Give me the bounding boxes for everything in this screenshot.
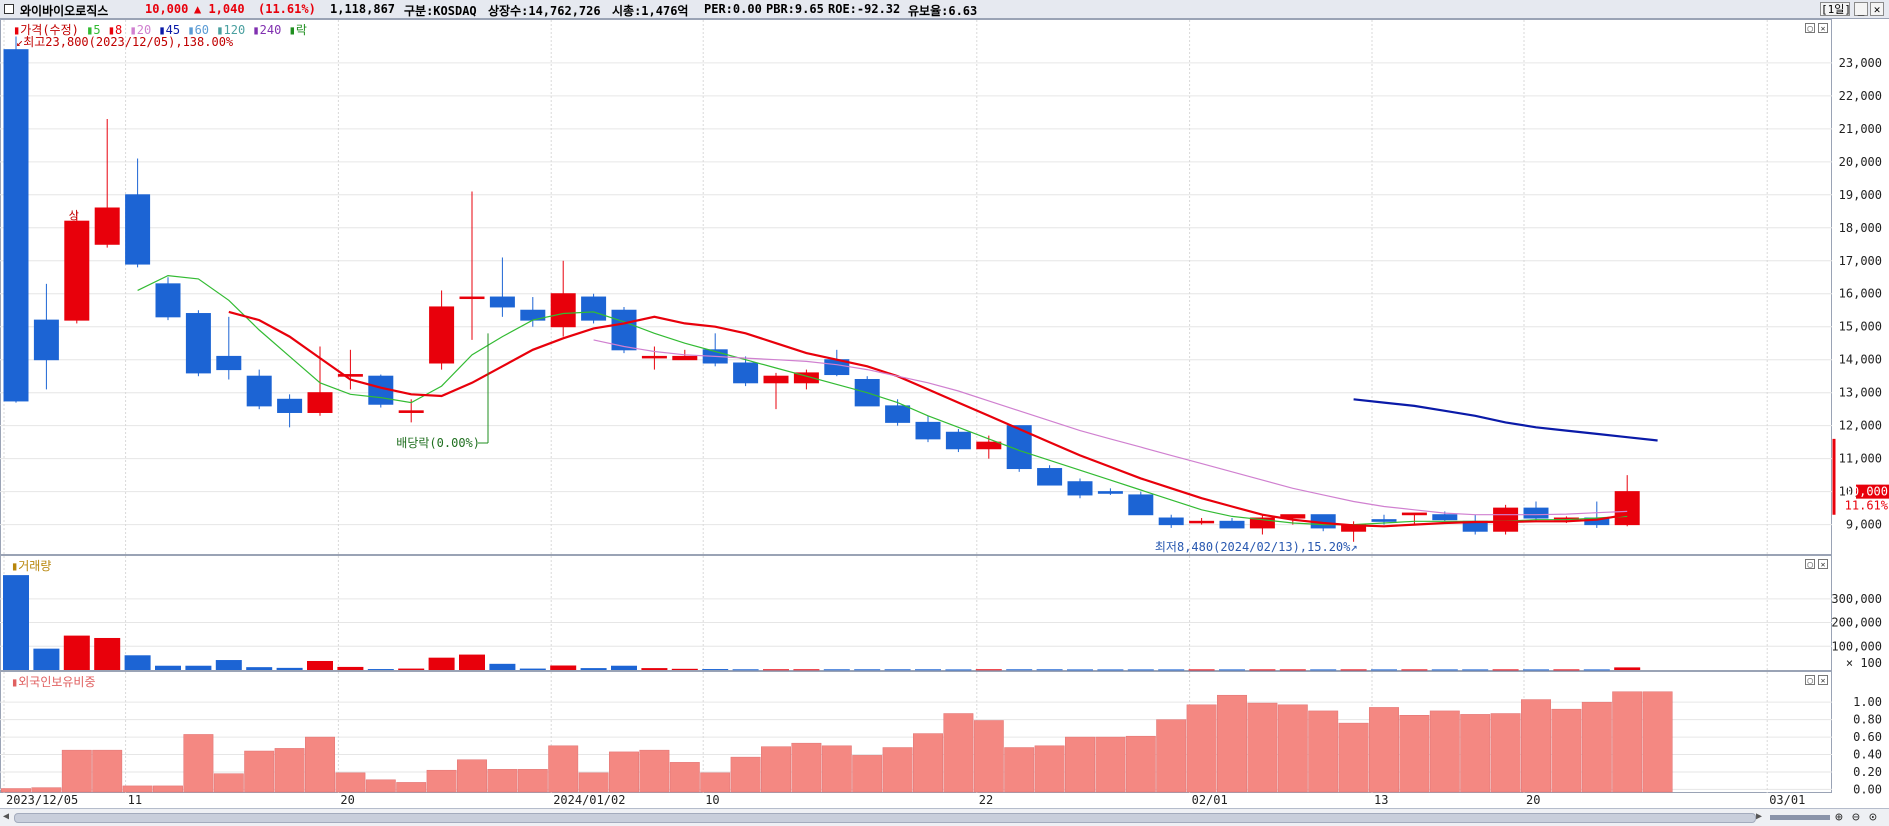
zoom-reset-icon[interactable]: ⊙ xyxy=(1869,810,1877,825)
price-y-tick-label: 14,000 xyxy=(1839,353,1882,367)
price-y-tick-label: 21,000 xyxy=(1839,122,1882,136)
x-tick-label: 20 xyxy=(340,793,354,807)
ma240-legend: ▮240 xyxy=(252,23,282,37)
x-tick-label: 11 xyxy=(128,793,142,807)
price-y-tick-label: 23,000 xyxy=(1839,56,1882,70)
price-legend: ▮가격(수정) ▮5 ▮8 ▮20 ▮45 ▮60 ▮120 ▮240 ▮락 xyxy=(13,21,307,38)
ma45-legend: ▮45 xyxy=(158,23,181,37)
volume-y-tick-label: 100,000 xyxy=(1831,639,1882,653)
x-tick-label: 20 xyxy=(1526,793,1540,807)
ex-date-legend: ▮락 xyxy=(288,23,307,37)
zoom-out-icon[interactable]: ⊖ xyxy=(1852,810,1860,825)
price-change-pct: (11.61%) xyxy=(258,2,316,16)
scroll-left-arrow[interactable]: ◀ xyxy=(3,811,10,822)
stock-name[interactable]: 와이바이오로직스 xyxy=(20,4,109,18)
ma5-legend: ▮5 xyxy=(86,23,101,37)
volume-legend-marker: ▮ xyxy=(11,559,19,573)
price-y-tick-label: 11,000 xyxy=(1839,452,1882,466)
volume-pane-close-button[interactable]: ✕ xyxy=(1818,559,1828,569)
foreign-pane-close-button[interactable]: ✕ xyxy=(1818,675,1828,685)
current-pct-tag: 11.61% xyxy=(1845,499,1889,513)
volume-y-tick-label: 200,000 xyxy=(1831,616,1882,630)
foreign-legend-label: 외국인보유비중 xyxy=(18,675,96,689)
volume-unit-label: × 100 xyxy=(1846,656,1882,670)
ma60-legend: ▮60 xyxy=(187,23,210,37)
current-price-tag: 10,000 xyxy=(1845,485,1888,499)
volume-legend: ▮거래량 xyxy=(11,557,51,574)
market-cap: 시총:1,476억 xyxy=(612,4,689,18)
x-tick-label: 22 xyxy=(979,793,993,807)
period-button[interactable]: [1일] xyxy=(1820,2,1851,16)
price-change: ▲ 1,040 xyxy=(194,2,245,16)
price-pane-restore-button[interactable]: ▢ xyxy=(1805,23,1815,33)
price-y-tick-label: 15,000 xyxy=(1839,320,1882,334)
price-y-tick-label: 17,000 xyxy=(1839,254,1882,268)
scroll-thumb[interactable] xyxy=(14,813,1756,823)
volume-pane[interactable]: ▮거래량 ▢ ✕ xyxy=(0,555,1832,671)
volume-pane-restore-button[interactable]: ▢ xyxy=(1805,559,1815,569)
minimize-button[interactable]: _ xyxy=(1854,2,1868,16)
foreign-y-tick-label: 0.80 xyxy=(1853,713,1882,727)
zoom-in-icon[interactable]: ⊕ xyxy=(1835,810,1843,825)
per-value: PER:0.00 xyxy=(704,2,762,16)
price-legend-label: 가격(수정) xyxy=(20,23,79,37)
listed-shares: 상장수:14,762,726 xyxy=(488,4,601,18)
foreign-legend: ▮외국인보유비중 xyxy=(11,673,96,690)
stock-info-bar: 와이바이오로직스 10,000 ▲ 1,040 (11.61%) 1,118,8… xyxy=(0,0,1889,19)
price-y-tick-label: 9,000 xyxy=(1846,518,1882,532)
price-y-tick-label: 22,000 xyxy=(1839,89,1882,103)
x-tick-label: 13 xyxy=(1374,793,1388,807)
price-y-tick-label: 12,000 xyxy=(1839,419,1882,433)
roe-value: ROE:-92.32 xyxy=(828,2,901,16)
price-pane-close-button[interactable]: ✕ xyxy=(1818,23,1828,33)
time-scrollbar[interactable]: ◀ ▶ ⊕ ⊖ ⊙ xyxy=(0,808,1889,826)
price-legend-marker: ▮ xyxy=(13,23,21,37)
ma20-legend: ▮20 xyxy=(129,23,152,37)
trade-volume: 1,118,867 xyxy=(330,2,396,16)
x-tick-label: 10 xyxy=(705,793,719,807)
foreign-pane-restore-button[interactable]: ▢ xyxy=(1805,675,1815,685)
price-y-tick-label: 18,000 xyxy=(1839,221,1882,235)
volume-legend-label: 거래량 xyxy=(18,559,52,573)
foreign-y-tick-label: 0.40 xyxy=(1853,748,1882,762)
current-price-tag-bg xyxy=(1856,484,1889,499)
price-y-tick-label: 16,000 xyxy=(1839,287,1882,301)
foreign-y-tick-label: 0.00 xyxy=(1853,782,1882,796)
pbr-value: PBR:9.65 xyxy=(766,2,824,16)
current-price: 10,000 xyxy=(145,2,189,16)
scroll-right-arrow[interactable]: ▶ xyxy=(1756,811,1763,822)
foreign-ownership-pane[interactable]: ▮외국인보유비중 ▢ ✕ xyxy=(0,671,1832,793)
price-y-tick-label: 10,000 xyxy=(1839,485,1882,499)
foreign-y-tick-label: 1.00 xyxy=(1853,695,1882,709)
reserve-ratio: 유보율:6.63 xyxy=(908,4,978,18)
close-button[interactable]: ✕ xyxy=(1870,2,1884,16)
ma8-legend: ▮8 xyxy=(107,23,123,37)
volume-y-tick-label: 300,000 xyxy=(1831,592,1882,606)
price-y-tick-label: 13,000 xyxy=(1839,386,1882,400)
x-tick-label: 2023/12/05 xyxy=(6,793,78,807)
window-checkbox[interactable] xyxy=(4,4,14,14)
price-y-tick-label: 20,000 xyxy=(1839,155,1882,169)
price-pane[interactable]: ▮가격(수정) ▮5 ▮8 ▮20 ▮45 ▮60 ▮120 ▮240 ▮락 ▢… xyxy=(0,19,1832,555)
market-type: 구분:KOSDAQ xyxy=(404,4,477,18)
foreign-y-tick-label: 0.20 xyxy=(1853,765,1882,779)
foreign-y-tick-label: 0.60 xyxy=(1853,730,1882,744)
ma120-legend: ▮120 xyxy=(216,23,246,37)
x-tick-label: 2024/01/02 xyxy=(553,793,625,807)
x-tick-label: 02/01 xyxy=(1192,793,1228,807)
zoom-slider[interactable] xyxy=(1770,815,1830,820)
price-y-tick-label: 19,000 xyxy=(1839,188,1882,202)
foreign-legend-marker: ▮ xyxy=(11,675,19,689)
x-tick-label: 03/01 xyxy=(1769,793,1805,807)
